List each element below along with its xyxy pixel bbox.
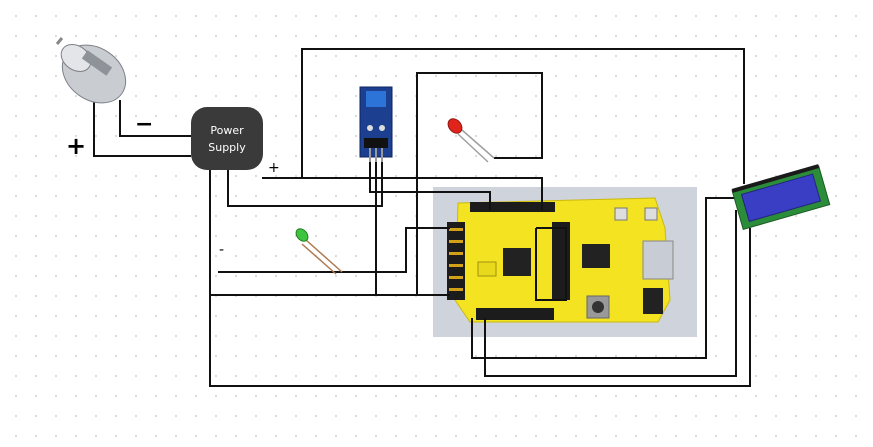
wire-lcd-1 — [471, 197, 738, 359]
wire-psu-minus — [209, 170, 450, 296]
power-supply: Power Supply — [191, 107, 263, 170]
wire-motor-plus — [93, 100, 191, 157]
green-led-icon — [295, 228, 343, 275]
wire-red-led — [416, 72, 543, 295]
sensor-module-icon — [359, 86, 393, 162]
dc-motor-icon — [55, 37, 127, 104]
red-led-icon — [447, 118, 495, 163]
wires — [93, 48, 751, 387]
psu-plus-label: + — [268, 160, 280, 176]
motor-minus-label: − — [135, 112, 154, 137]
wire-sensor-2 — [369, 160, 491, 210]
wire-board-jumper — [535, 227, 567, 301]
psu-minus-label: - — [219, 242, 225, 258]
wire-psu-plus — [262, 177, 543, 210]
wire-motor-minus — [119, 100, 191, 137]
wire-sensor — [227, 160, 383, 207]
wire-bottom-loop — [209, 228, 751, 387]
power-supply-label-line2: Supply — [208, 140, 246, 154]
power-supply-label-line1: Power — [210, 123, 244, 137]
wire-top-loop — [301, 48, 745, 184]
wire-green-led — [218, 227, 450, 273]
microcontroller-board-icon — [447, 197, 674, 323]
wire-lcd-2 — [484, 210, 737, 377]
lcd-display-icon — [731, 164, 831, 230]
motor-plus-label: + — [66, 132, 87, 160]
